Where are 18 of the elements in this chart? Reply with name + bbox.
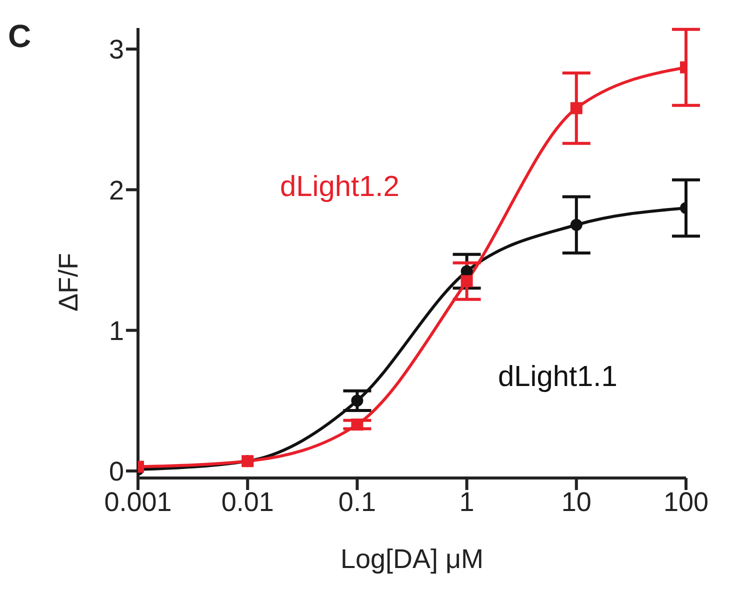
y-tick-label: 1 (108, 316, 124, 346)
x-tick-label: 0.01 (221, 487, 274, 518)
x-tick-label: 1 (459, 487, 474, 518)
y-axis-title: ΔF/F (54, 253, 84, 312)
point (460, 275, 473, 288)
y-tick-label: 3 (108, 34, 124, 65)
y-tick-label: 0 (108, 456, 124, 487)
text: dLight1.2 (280, 171, 400, 203)
x-tick-label: 10 (561, 487, 592, 518)
y-tick-label: 2 (108, 175, 124, 206)
text: C (8, 18, 32, 55)
point (351, 418, 364, 431)
x-tick-label: 0.1 (338, 487, 376, 518)
x-tick-label: 100 (663, 487, 709, 518)
x-axis-title: Log[DA] μM (340, 544, 484, 574)
x-tick-label: 0.001 (104, 487, 172, 518)
text: dLight1.1 (498, 361, 618, 393)
point (351, 394, 364, 407)
